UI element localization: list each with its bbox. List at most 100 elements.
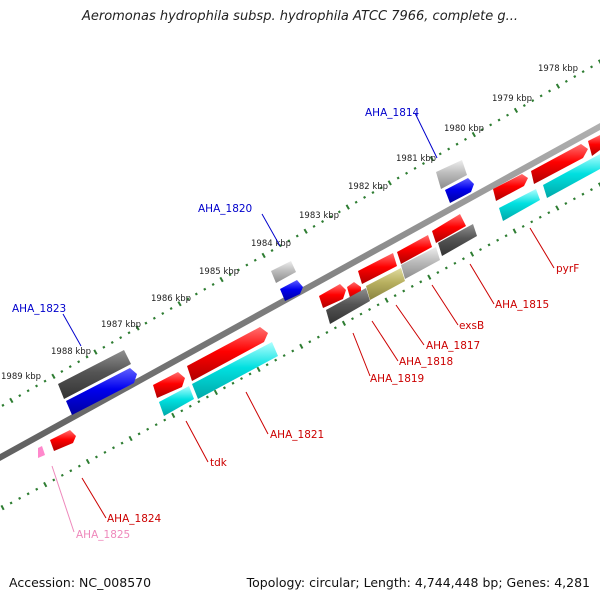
ruler-minor-tick [333, 326, 337, 330]
ruler-minor-tick [68, 365, 72, 369]
ruler-minor-tick [321, 220, 325, 224]
gene-label-exsb[interactable]: exsB [459, 320, 484, 332]
ruler-minor-tick [188, 404, 192, 408]
callout-lines [51, 112, 555, 533]
ruler-major-tick [213, 389, 218, 396]
gene-aha-1820-light[interactable] [271, 261, 296, 283]
ruler-minor-tick [282, 354, 286, 358]
ruler-minor-tick [231, 381, 235, 385]
ruler-minor-tick [270, 249, 274, 253]
gene-label-aha-1819[interactable]: AHA_1819 [370, 373, 424, 385]
gene-label-aha-1825[interactable]: AHA_1825 [76, 529, 130, 541]
kbp-label-1989: 1989 kbp [1, 372, 41, 382]
callout-line-exsb [431, 284, 459, 326]
gene-label-aha-1823[interactable]: AHA_1823 [12, 303, 66, 315]
gene-cyan-top-right-1[interactable] [499, 189, 540, 221]
ruler-major-tick [9, 397, 14, 404]
ruler-minor-tick [497, 118, 501, 122]
callout-line-aha-1814 [414, 112, 438, 159]
gene-aha-1817-red[interactable] [358, 253, 397, 284]
gene-aha-1819-red[interactable] [319, 284, 346, 308]
gene-tdk-cyan[interactable] [159, 386, 194, 416]
ruler-minor-tick [396, 176, 400, 180]
ruler-minor-tick [291, 349, 295, 353]
kbp-label-1988: 1988 kbp [51, 347, 91, 357]
ruler-minor-tick [265, 363, 269, 367]
ruler-minor-tick [253, 258, 257, 262]
gene-aha-1814-blue[interactable] [445, 178, 474, 203]
kbp-label-1979: 1979 kbp [492, 94, 532, 104]
gene-label-aha-1815[interactable]: AHA_1815 [495, 299, 549, 311]
ruler-minor-tick [94, 455, 98, 459]
ruler-minor-tick [522, 104, 526, 108]
ruler-major-tick [93, 349, 98, 355]
gene-aha-1824-red[interactable] [50, 430, 76, 451]
gene-exsb-light[interactable] [401, 247, 440, 279]
ruler-minor-tick [60, 369, 64, 373]
gene-aha-1821-cyan[interactable] [192, 342, 278, 399]
gene-aha-1820-blue[interactable] [280, 280, 303, 301]
ruler-minor-tick [18, 394, 22, 398]
ruler-minor-tick [152, 316, 156, 320]
gene-cyan-top-right-2[interactable] [543, 154, 600, 198]
ruler-minor-tick [506, 113, 509, 117]
gene-aha-1815-red[interactable] [432, 214, 466, 243]
ruler-minor-tick [35, 487, 39, 491]
ruler-minor-tick [137, 432, 141, 436]
ruler-minor-tick [169, 307, 173, 311]
ruler-major-tick [128, 435, 133, 442]
gene-label-pyrf[interactable]: pyrF [556, 263, 579, 275]
ruler-major-tick [469, 251, 475, 257]
gene-label-aha-1814[interactable]: AHA_1814 [365, 107, 420, 119]
ruler-minor-tick [547, 211, 551, 215]
callout-line-aha-1815 [469, 263, 495, 305]
ruler-minor-tick [205, 395, 209, 399]
gene-label-aha-1820[interactable]: AHA_1820 [198, 203, 252, 215]
gene-label-aha-1818[interactable]: AHA_1818 [399, 356, 453, 368]
kbp-labels: 1978 kbp 1979 kbp 1980 kbp 1981 kbp 1982… [1, 64, 578, 382]
ruler-minor-tick [161, 311, 165, 315]
gene-label-tdk[interactable]: tdk [210, 457, 228, 469]
ruler-minor-tick [393, 294, 397, 298]
ruler-minor-tick [455, 142, 459, 146]
ruler-minor-tick [531, 99, 535, 103]
gene-aha-1819-gray[interactable] [326, 288, 370, 324]
ruler-minor-tick [127, 331, 131, 335]
gene-exsb-red[interactable] [397, 235, 432, 264]
gene-aha-1823-gray[interactable] [58, 350, 131, 399]
gene-aha-1815-gray[interactable] [438, 224, 477, 256]
ruler-minor-tick [354, 200, 358, 204]
gene-pyrf-feature[interactable] [493, 174, 528, 201]
gene-aha-1825-pink[interactable] [38, 446, 45, 458]
ruler-minor-tick [461, 257, 465, 261]
ruler-minor-tick [572, 197, 576, 201]
gene-label-aha-1821[interactable]: AHA_1821 [270, 429, 324, 441]
gene-aha-1814-light[interactable] [436, 160, 467, 189]
ruler-minor-tick [463, 137, 467, 141]
ruler-minor-tick [308, 340, 312, 344]
gene-aha-1817-olive[interactable] [366, 268, 405, 300]
ruler-major-tick [256, 366, 261, 373]
ruler-minor-tick [85, 355, 89, 359]
ruler-major-tick [177, 301, 182, 307]
callout-line-pyrf [529, 227, 555, 269]
gene-label-aha-1824[interactable]: AHA_1824 [107, 513, 162, 525]
ruler-minor-tick [504, 234, 508, 238]
gene-aha-1823-blue[interactable] [66, 368, 137, 415]
ruler-minor-tick [222, 386, 226, 390]
gene-tdk-red[interactable] [153, 372, 185, 398]
gene-label-aha-1817[interactable]: AHA_1817 [426, 340, 480, 352]
ruler-minor-tick [325, 331, 329, 334]
ruler-minor-tick [9, 501, 13, 505]
gene-aha-1821-red[interactable] [187, 327, 268, 381]
gene-red-top-right-1[interactable] [531, 144, 588, 184]
ruler-minor-tick [295, 234, 299, 238]
ruler-major-tick [341, 320, 346, 326]
ruler-major-tick [555, 205, 560, 211]
ruler-major-tick [429, 156, 434, 162]
gene-red-top-right-2[interactable] [588, 135, 600, 156]
ruler-major-tick [512, 228, 517, 234]
ruler-minor-tick [413, 166, 417, 170]
